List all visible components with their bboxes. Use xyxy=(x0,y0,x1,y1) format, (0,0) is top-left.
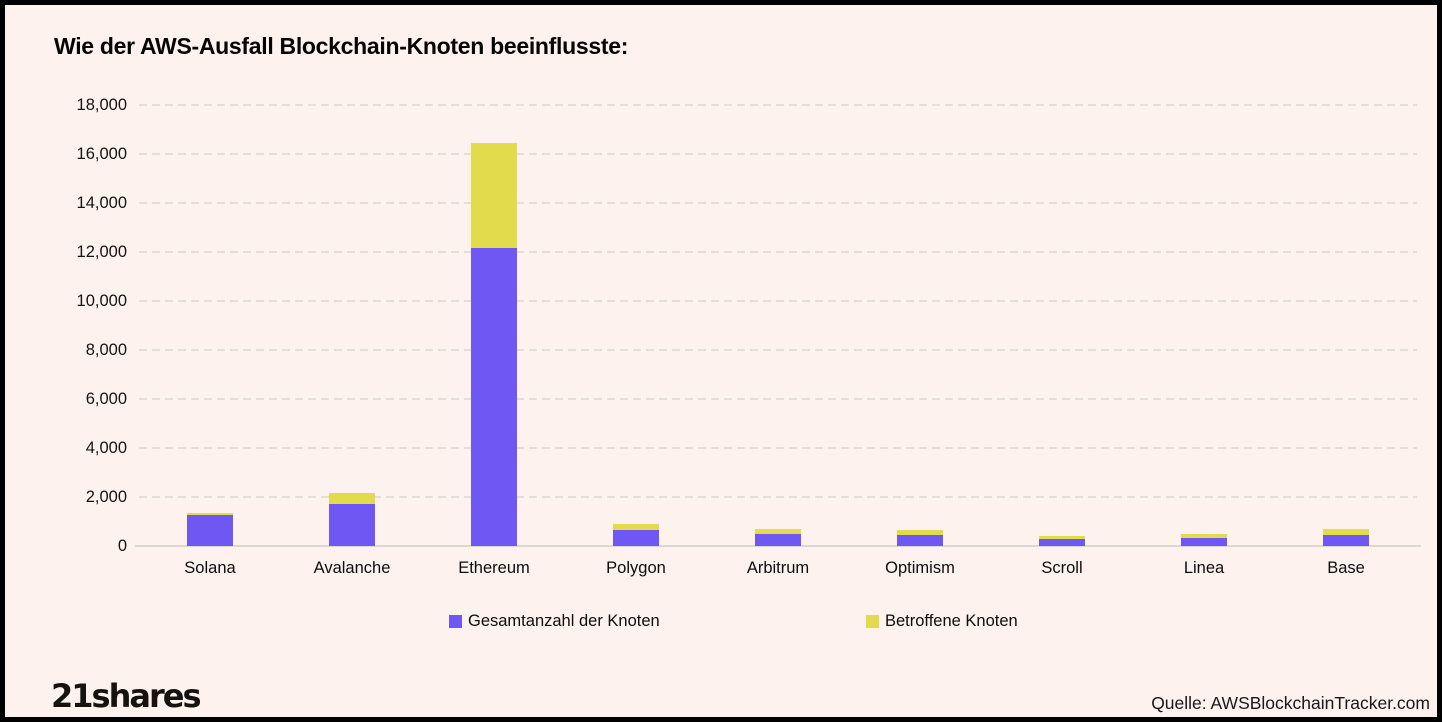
legend-swatch-total-icon xyxy=(449,615,462,628)
chart-title: Wie der AWS-Ausfall Blockchain-Knoten be… xyxy=(54,33,629,59)
y-tick-label: 16,000 xyxy=(76,145,127,163)
gridline xyxy=(139,251,1417,253)
bar-polygon-total xyxy=(613,530,659,546)
bar-linea-affected xyxy=(1181,534,1227,539)
source-attribution: Quelle: AWSBlockchainTracker.com xyxy=(1151,693,1430,713)
bar-base-affected xyxy=(1323,528,1369,536)
gridline xyxy=(139,349,1417,351)
bar-scroll-affected xyxy=(1039,536,1085,540)
bar-ethereum-affected xyxy=(471,142,517,249)
gridline xyxy=(139,300,1417,302)
category-label-optimism: Optimism xyxy=(885,559,955,577)
bar-linea-total xyxy=(1181,538,1227,546)
y-tick-label: 12,000 xyxy=(76,243,127,261)
category-label-polygon: Polygon xyxy=(606,559,666,577)
bar-arbitrum-affected xyxy=(755,528,801,534)
gridline xyxy=(139,398,1417,400)
y-tick-label: 4,000 xyxy=(85,439,127,457)
category-label-linea: Linea xyxy=(1183,559,1225,577)
gridline xyxy=(139,496,1417,498)
bar-solana-affected xyxy=(187,513,233,516)
gridline xyxy=(139,202,1417,204)
y-tick-label: 18,000 xyxy=(76,96,127,114)
category-label-avalanche: Avalanche xyxy=(313,559,391,577)
x-axis-line xyxy=(135,545,1421,547)
y-tick-label: 6,000 xyxy=(85,390,127,408)
category-label-scroll: Scroll xyxy=(1041,559,1083,577)
category-label-arbitrum: Arbitrum xyxy=(746,559,810,577)
bar-base-total xyxy=(1323,535,1369,546)
bar-polygon-affected xyxy=(613,524,659,531)
bar-ethereum-total xyxy=(471,248,517,546)
gridline xyxy=(139,153,1417,155)
legend-item-total: Gesamtanzahl der Knoten xyxy=(449,612,660,631)
y-tick-label: 2,000 xyxy=(85,488,127,506)
category-label-ethereum: Ethereum xyxy=(458,559,530,577)
y-tick-label: 10,000 xyxy=(76,292,127,310)
y-tick-label: 0 xyxy=(117,537,127,555)
bar-optimism-affected xyxy=(897,529,943,535)
chart-area: 0 2,000 4,000 6,000 8,000 10,000 12,000 14,000 1… xyxy=(5,5,1437,717)
legend-swatch-affected-icon xyxy=(866,615,879,628)
y-tick-label: 8,000 xyxy=(85,341,127,359)
legend-label-total: Gesamtanzahl der Knoten xyxy=(468,612,660,630)
category-label-base: Base xyxy=(1327,559,1365,577)
bar-avalanche-total xyxy=(329,503,375,546)
legend-item-affected: Betroffene Knoten xyxy=(866,612,1018,631)
bar-scroll-total xyxy=(1039,539,1085,546)
legend-label-affected: Betroffene Knoten xyxy=(885,612,1018,630)
category-label-solana: Solana xyxy=(184,559,236,577)
bar-optimism-total xyxy=(897,534,943,546)
gridline xyxy=(139,447,1417,449)
gridline xyxy=(139,104,1417,106)
bar-avalanche-affected xyxy=(329,493,375,504)
brand-logo: 21shares xyxy=(51,677,201,715)
y-tick-label: 14,000 xyxy=(76,194,127,212)
bar-arbitrum-total xyxy=(755,533,801,546)
bar-solana-total xyxy=(187,515,233,546)
